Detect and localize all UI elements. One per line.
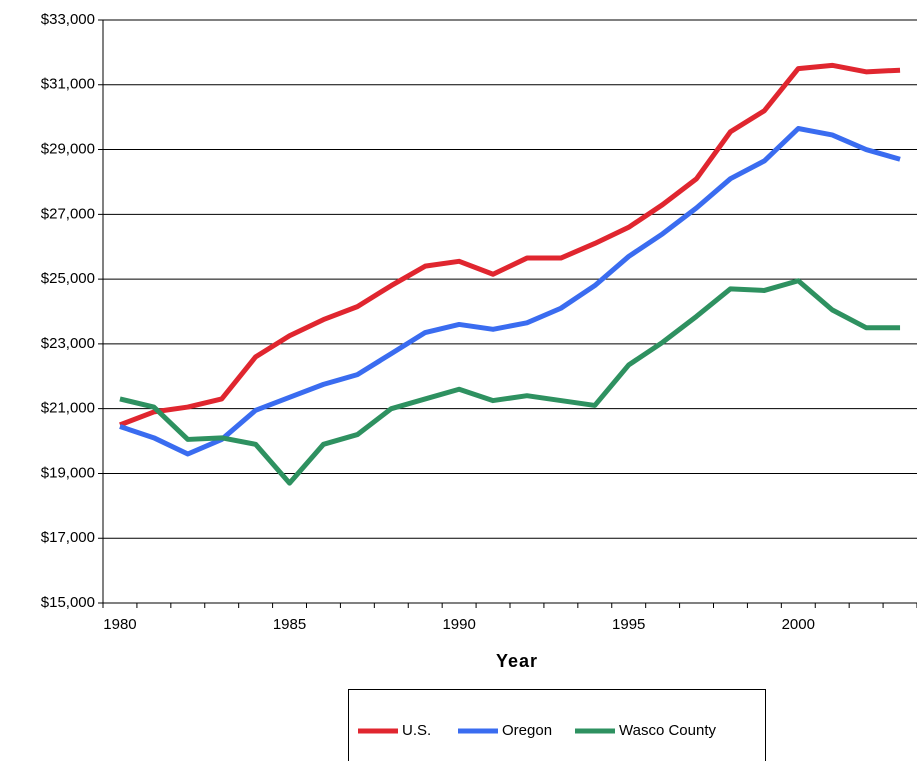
y-tick-label: $23,000 — [41, 335, 95, 352]
x-axis-title: Year — [496, 651, 538, 671]
x-tick-label: 1985 — [273, 616, 306, 633]
y-tick-label: $17,000 — [41, 529, 95, 546]
x-tick-label: 1990 — [442, 616, 475, 633]
y-tick-label: $27,000 — [41, 205, 95, 222]
y-tick-label: $19,000 — [41, 464, 95, 481]
legend-box — [348, 689, 766, 761]
series-line — [119, 278, 901, 486]
series-line — [119, 126, 901, 457]
legend-label: Wasco County — [619, 722, 716, 739]
x-tick-label: 1980 — [103, 616, 136, 633]
y-tick-label: $21,000 — [41, 400, 95, 417]
y-tick-label: $15,000 — [41, 594, 95, 611]
y-tick-label: $31,000 — [41, 76, 95, 93]
legend-label: Oregon — [502, 722, 552, 739]
series-line — [119, 62, 901, 428]
y-tick-label: $29,000 — [41, 141, 95, 158]
y-tick-label: $25,000 — [41, 270, 95, 287]
legend-label: U.S. — [402, 722, 431, 739]
x-tick-label: 1995 — [612, 616, 645, 633]
y-tick-label: $33,000 — [41, 11, 95, 28]
x-tick-label: 2000 — [782, 616, 815, 633]
